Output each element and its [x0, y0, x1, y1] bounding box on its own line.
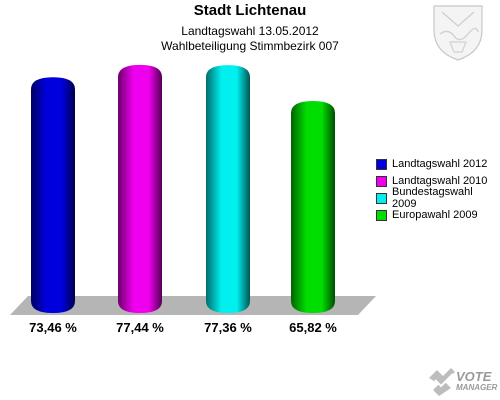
legend-item: Landtagswahl 2010: [376, 173, 500, 189]
logo-line-manager: MANAGER: [456, 383, 498, 392]
bar-value-label: 65,82 %: [289, 320, 337, 335]
legend-item: Bundestagswahl 2009: [376, 186, 500, 210]
chart-floor: [10, 296, 376, 315]
chart-legend: Landtagswahl 2012 Landtagswahl 2010 Bund…: [376, 156, 500, 224]
legend-item: Landtagswahl 2012: [376, 156, 500, 172]
legend-item: Europawahl 2009: [376, 207, 500, 223]
coat-of-arms-icon: [433, 5, 483, 61]
legend-swatch: [376, 192, 387, 204]
legend-swatch: [376, 175, 387, 187]
legend-swatch: [376, 158, 387, 170]
votemanager-logo-icon: [429, 368, 455, 396]
bar-1: [31, 77, 75, 313]
votemanager-logo-text: VOTE MANAGER: [456, 370, 497, 392]
chart-subtitle-election: Landtagswahl 13.05.2012: [181, 24, 319, 38]
chart-title: Stadt Lichtenau: [193, 2, 307, 19]
chart-subtitle-turnout: Wahlbeteiligung Stimmbezirk 007: [161, 39, 339, 53]
bar-value-label: 73,46 %: [29, 320, 77, 335]
bar-value-label: 77,36 %: [204, 320, 252, 335]
legend-label: Bundestagswahl 2009: [391, 186, 473, 210]
bar-3: [206, 65, 250, 314]
legend-label: Europawahl 2009: [392, 209, 478, 221]
legend-label: Landtagswahl 2010: [392, 175, 488, 187]
logo-line-vote: VOTE: [456, 369, 492, 384]
bar-value-label: 77,44 %: [116, 320, 164, 335]
legend-label: Landtagswahl 2012: [392, 158, 488, 170]
bar-4: [291, 100, 335, 313]
bar-2: [118, 64, 162, 313]
legend-swatch: [376, 209, 387, 221]
